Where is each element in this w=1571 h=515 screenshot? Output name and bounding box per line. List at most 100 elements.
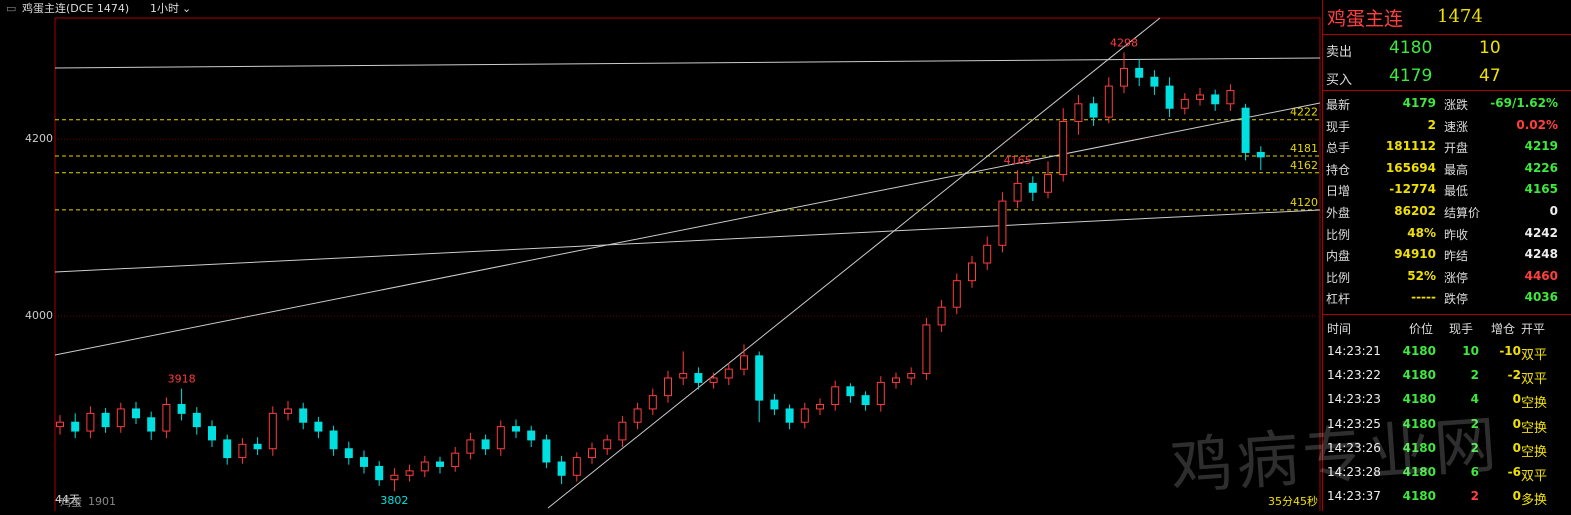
stat-row: 最新 4179 涨跌 -69/1.62% — [1323, 93, 1571, 114]
candle-body — [436, 461, 444, 467]
trade-cell: -2 — [1507, 368, 1521, 383]
trade-header-cell: 现手 — [1449, 322, 1474, 336]
candle-body — [1256, 151, 1265, 158]
menu-icon[interactable]: ▭ — [6, 2, 16, 15]
candle-body — [208, 426, 216, 441]
trade-cell: 4180 — [1402, 489, 1436, 504]
candle-body — [892, 377, 900, 383]
candle-body — [679, 373, 688, 379]
candle-body — [86, 412, 95, 432]
trend-line — [547, 17, 1161, 509]
candle-body — [770, 399, 779, 410]
candle-body — [664, 377, 672, 397]
candle-body — [633, 408, 642, 423]
candle-body — [1104, 85, 1113, 118]
candle-body — [1059, 120, 1068, 176]
stat-value: -69/1.62% — [1490, 96, 1558, 110]
trade-cell: 空换 — [1521, 420, 1548, 436]
book-label: 卖出 — [1326, 45, 1353, 60]
extreme-label: 3918 — [168, 373, 196, 386]
candle-body — [56, 421, 64, 428]
trade-cell: -6 — [1507, 465, 1521, 479]
stat-label: 涨跌 — [1444, 98, 1469, 112]
stat-value: 4165 — [1524, 182, 1558, 197]
trade-cell: 0 — [1512, 440, 1521, 455]
period[interactable]: 1小时 — [150, 2, 179, 15]
extreme-label: 4298 — [1110, 36, 1138, 49]
stat-label: 最新 — [1326, 98, 1351, 112]
stat-value: 4226 — [1524, 160, 1558, 175]
stat-label: 昨结 — [1444, 249, 1469, 264]
level-label: 4181 — [1290, 142, 1318, 155]
trade-row: 14:23:21 4180 10 -10 双平 — [1323, 341, 1571, 364]
candle-body — [481, 439, 490, 450]
y-tick-label: 4000 — [25, 309, 53, 322]
candle-body — [177, 404, 186, 414]
candle-body — [466, 439, 475, 454]
quote-panel: 鸡蛋主连 1474 卖出 4180 10 买入 4179 47 最新 4179 涨跌 -69/1.62… — [1322, 0, 1571, 511]
trade-row: 14:23:25 4180 2 0 空换 — [1323, 414, 1571, 437]
trade-cell: 6 — [1470, 465, 1479, 479]
stat-label: 杠杆 — [1326, 292, 1351, 307]
candle-body — [405, 470, 414, 476]
symbol[interactable]: 鸡蛋主连(DCE 1474) — [22, 1, 129, 15]
book-row: 买入 4179 47 — [1323, 64, 1571, 90]
stat-value: 48% — [1407, 225, 1436, 240]
candle-body — [588, 448, 596, 459]
candle-body — [618, 421, 627, 441]
candle-body — [907, 373, 916, 379]
stat-label: 昨收 — [1444, 227, 1469, 242]
trade-header-cell: 增仓 — [1491, 322, 1516, 336]
trade-cell: 0 — [1512, 392, 1521, 407]
trade-header: 时间 价位 现手 增仓 开平 — [1323, 318, 1571, 338]
stat-row: 比例 52% 涨停 4460 — [1323, 266, 1571, 287]
candle-body — [876, 381, 885, 406]
level-label: 4222 — [1290, 106, 1318, 119]
candle-body — [861, 395, 870, 406]
trade-cell: 14:23:26 — [1327, 440, 1381, 455]
top-bar — [0, 0, 1322, 18]
candle-body — [420, 461, 429, 472]
stat-label: 现手 — [1326, 119, 1351, 134]
candle-body — [71, 421, 80, 432]
divider — [1323, 90, 1571, 91]
trade-row: 14:23:22 4180 2 -2 双平 — [1323, 365, 1571, 388]
trade-cell: 4180 — [1402, 392, 1436, 407]
stat-label: 跌停 — [1444, 292, 1469, 307]
trade-cell: 14:23:25 — [1327, 416, 1381, 431]
stat-value: 4179 — [1402, 96, 1436, 110]
trade-cell: 10 — [1462, 344, 1479, 358]
candle-body — [1135, 67, 1144, 78]
trade-cell: 2 — [1470, 416, 1479, 431]
candle-body — [968, 262, 976, 282]
candle-body — [527, 430, 536, 441]
period-arrow[interactable]: ⌄ — [182, 2, 191, 15]
candle-body — [922, 324, 931, 375]
candle-body — [1226, 90, 1235, 105]
trade-cell: 14:23:23 — [1327, 392, 1381, 407]
stat-label: 开盘 — [1444, 141, 1469, 156]
trade-header-cell: 时间 — [1327, 322, 1352, 336]
trade-header-cell: 价位 — [1409, 322, 1434, 336]
stat-label: 持仓 — [1326, 162, 1351, 177]
trade-row: 14:23:37 4180 2 0 多换 — [1323, 486, 1571, 509]
stat-value: 86202 — [1394, 204, 1436, 218]
stat-row: 日增 -12774 最低 4165 — [1323, 179, 1571, 200]
stat-row: 内盘 94910 昨结 4248 — [1323, 244, 1571, 265]
stat-value: 165694 — [1385, 160, 1436, 175]
book-price: 4179 — [1389, 66, 1433, 86]
stat-value: 52% — [1407, 268, 1436, 283]
candle-body — [572, 457, 581, 476]
divider — [1323, 34, 1571, 35]
trade-cell: 4 — [1470, 392, 1479, 407]
stat-value: 4036 — [1524, 290, 1558, 305]
candle-body — [162, 404, 171, 432]
trade-row: 14:23:26 4180 2 0 空换 — [1323, 438, 1571, 461]
extreme-label: 3802 — [380, 494, 408, 507]
candle-body — [1074, 103, 1083, 122]
candle-body — [846, 386, 855, 397]
level-label: 4162 — [1290, 159, 1318, 172]
candle-body — [314, 421, 323, 432]
timer: 35分45秒 — [1268, 494, 1318, 508]
